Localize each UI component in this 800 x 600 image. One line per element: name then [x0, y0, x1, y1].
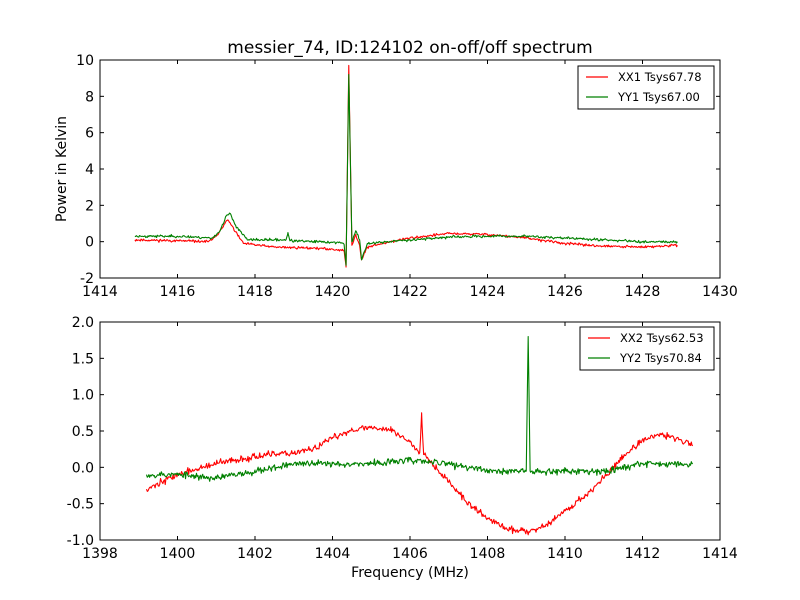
legend-box-0	[577, 65, 715, 110]
x-tick-label-0-1: 1416	[160, 284, 196, 300]
y-tick-label-1-0: -1.0	[67, 533, 94, 549]
y-tick-label-1-5: 1.5	[72, 351, 94, 367]
chart-title: messier_74, ID:124102 on-off/off spectru…	[227, 38, 592, 58]
x-tick-label-1-3: 1404	[315, 546, 351, 562]
x-tick-label-1-2: 1402	[237, 546, 273, 562]
legend-label-0-1: YY1 Tsys67.00	[617, 90, 700, 104]
bottom-plot: 1398 1400 1402 1404 1406 1408 1410 1412 1414 -1.0…	[67, 315, 738, 562]
x-tick-label-0-7: 1428	[625, 284, 661, 300]
y-tick-label-1-6: 2.0	[72, 315, 94, 331]
legend-label-0-0: XX1 Tsys67.78	[618, 70, 702, 84]
legend-0: XX1 Tsys67.78 YY1 Tsys67.00	[577, 65, 715, 110]
x-tick-label-0-8: 1430	[702, 284, 738, 300]
y-tick-label-1-2: 0.0	[72, 460, 94, 476]
x-tick-label-1-0: 1398	[82, 546, 118, 562]
top-plot: 1414 1416 1418 1420 1422 1424 1426 1428 1430 -2 0 2…	[76, 53, 738, 300]
legend-1: XX2 Tsys62.53 YY2 Tsys70.84	[579, 326, 715, 371]
x-tick-label-0-3: 1420	[315, 284, 351, 300]
x-tick-label-0-4: 1422	[392, 284, 428, 300]
y-tick-label-0-3: 4	[85, 162, 94, 178]
x-tick-label-1-7: 1412	[625, 546, 661, 562]
y-tick-label-0-6: 10	[76, 53, 94, 69]
y-tick-label-1-3: 0.5	[72, 424, 94, 440]
x-axis-label-bottom: Frequency (MHz)	[351, 565, 469, 581]
y-tick-label-0-4: 6	[85, 126, 94, 142]
x-tick-label-1-8: 1414	[702, 546, 738, 562]
x-tick-label-0-2: 1418	[237, 284, 273, 300]
x-tick-label-1-5: 1408	[470, 546, 506, 562]
legend-label-1-1: YY2 Tsys70.84	[619, 351, 702, 365]
series-line-1-1	[145, 335, 694, 482]
series-line-1-0	[145, 412, 693, 536]
y-tick-label-0-2: 2	[85, 198, 94, 214]
x-tick-label-0-5: 1424	[470, 284, 506, 300]
y-tick-label-1-4: 1.0	[72, 388, 94, 404]
x-tick-label-0-0: 1414	[82, 284, 118, 300]
y-tick-label-1-1: -0.5	[67, 497, 94, 513]
x-tick-label-1-1: 1400	[160, 546, 196, 562]
y-tick-label-0-0: -2	[80, 271, 94, 287]
series-line-0-0	[134, 64, 678, 268]
x-tick-label-1-4: 1406	[392, 546, 428, 562]
legend-box-1	[579, 326, 715, 371]
series-line-0-1	[134, 73, 678, 266]
y-tick-label-0-1: 0	[85, 235, 94, 251]
x-tick-label-1-6: 1410	[547, 546, 583, 562]
x-tick-label-0-6: 1426	[547, 284, 583, 300]
y-axis-label-top: Power in Kelvin	[54, 116, 70, 222]
y-tick-label-0-5: 8	[85, 89, 94, 105]
legend-label-1-0: XX2 Tsys62.53	[620, 331, 704, 345]
